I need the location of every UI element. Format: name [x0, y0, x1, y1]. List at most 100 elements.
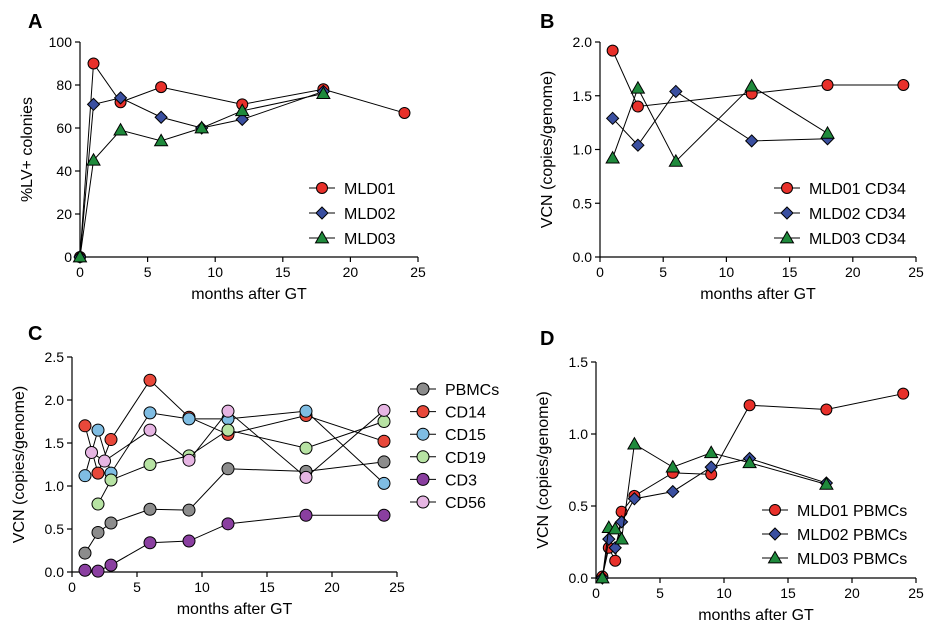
x-tick-label: 20 [324, 579, 340, 595]
series-line [84, 461, 385, 554]
y-tick-label: 0.5 [45, 521, 65, 537]
legend-label: MLD02 CD34 [809, 206, 906, 223]
data-point [98, 454, 111, 468]
legend-marker [767, 550, 783, 564]
series-line [79, 93, 324, 258]
data-point [606, 44, 619, 57]
series-mld03-pbmcs [595, 436, 834, 584]
x-tick-label: 0 [596, 264, 604, 280]
x-axis-label: months after GT [191, 286, 307, 303]
x-tick-label: 5 [656, 585, 664, 601]
x-tick-label: 25 [908, 585, 924, 601]
legend-label: MLD03 PBMCs [797, 551, 907, 568]
legend-label: MLD01 PBMCs [797, 503, 907, 520]
data-point [182, 412, 196, 426]
legend-marker [314, 230, 330, 244]
series-line [79, 62, 405, 258]
legend-marker [416, 472, 430, 486]
data-point [631, 100, 644, 113]
data-point [630, 80, 646, 94]
data-point [607, 521, 623, 535]
y-axis-label: %LV+ colonies [19, 97, 36, 202]
y-axis-label: VCN (copies/genome) [11, 386, 28, 543]
x-tick-label: 15 [782, 264, 798, 280]
panel-letter: D [540, 328, 554, 350]
data-point [91, 423, 105, 437]
series-line [97, 421, 385, 505]
panel-D: D 0 5 10 15 20 25 0.0 0.5 1.0 1.5 months after GT VC… [535, 328, 924, 624]
y-tick-label: 1.0 [569, 426, 589, 442]
data-point [605, 150, 621, 164]
y-tick-label: 20 [56, 206, 72, 222]
x-tick-label: 25 [410, 264, 426, 280]
data-point [85, 445, 98, 459]
data-point [143, 458, 157, 471]
data-point [743, 399, 756, 412]
series-line [79, 90, 324, 258]
data-point [821, 79, 834, 91]
data-point [742, 455, 757, 469]
data-point [91, 466, 105, 480]
series-cd19 [91, 415, 391, 511]
data-point [234, 103, 250, 117]
data-point [91, 497, 105, 511]
y-tick-label: 0.0 [45, 564, 65, 580]
data-point [377, 476, 391, 490]
data-point [78, 469, 92, 483]
data-point [221, 423, 235, 437]
y-tick-label: 1.0 [573, 142, 593, 158]
legend-label: PBMCs [445, 382, 499, 399]
data-point [91, 564, 105, 578]
x-tick-label: 5 [133, 579, 141, 595]
data-point [153, 133, 169, 147]
data-point [608, 541, 622, 555]
legend-marker [781, 182, 793, 194]
legend-label: MLD01 CD34 [809, 181, 906, 198]
data-point [627, 436, 642, 450]
y-axis-label: VCN (copies/genome) [539, 71, 556, 228]
legend-marker [416, 450, 430, 464]
legend-marker [768, 527, 782, 541]
data-point [299, 470, 313, 484]
data-point [377, 434, 391, 448]
legend-marker [416, 382, 430, 396]
data-point [78, 563, 92, 577]
data-point [377, 508, 391, 522]
x-tick-label: 5 [659, 264, 667, 280]
y-tick-label: 40 [56, 163, 72, 179]
legend-label: CD19 [445, 450, 486, 467]
series-line [601, 393, 904, 577]
series-line [84, 379, 385, 475]
data-point [104, 473, 118, 487]
data-point [819, 476, 834, 490]
data-point [221, 517, 235, 531]
x-axis-label: months after GT [700, 286, 816, 303]
data-point [182, 453, 196, 467]
data-point [377, 455, 391, 469]
data-point [744, 134, 759, 148]
legend-label: MLD02 [344, 206, 396, 223]
legend-label: MLD03 CD34 [809, 231, 906, 248]
y-tick-label: 80 [56, 77, 72, 93]
data-point [78, 419, 92, 433]
series-cd14 [78, 373, 391, 480]
data-point [113, 91, 128, 105]
data-point [78, 546, 92, 560]
data-point [595, 570, 610, 584]
data-point [377, 415, 391, 428]
data-point [104, 558, 118, 572]
data-point [299, 404, 313, 418]
data-point [315, 86, 331, 99]
y-tick-label: 1.5 [573, 88, 593, 104]
series-mld02 [73, 84, 331, 264]
data-point [182, 534, 196, 548]
x-axis-label: months after GT [177, 601, 293, 618]
legend-label: CD56 [445, 495, 486, 512]
y-tick-label: 1.5 [45, 435, 65, 451]
x-tick-label: 10 [716, 585, 732, 601]
legend-marker [315, 206, 329, 220]
panel-letter: A [28, 11, 42, 33]
legend-label: MLD03 [344, 231, 396, 248]
data-point [704, 460, 718, 474]
data-point [86, 152, 101, 166]
